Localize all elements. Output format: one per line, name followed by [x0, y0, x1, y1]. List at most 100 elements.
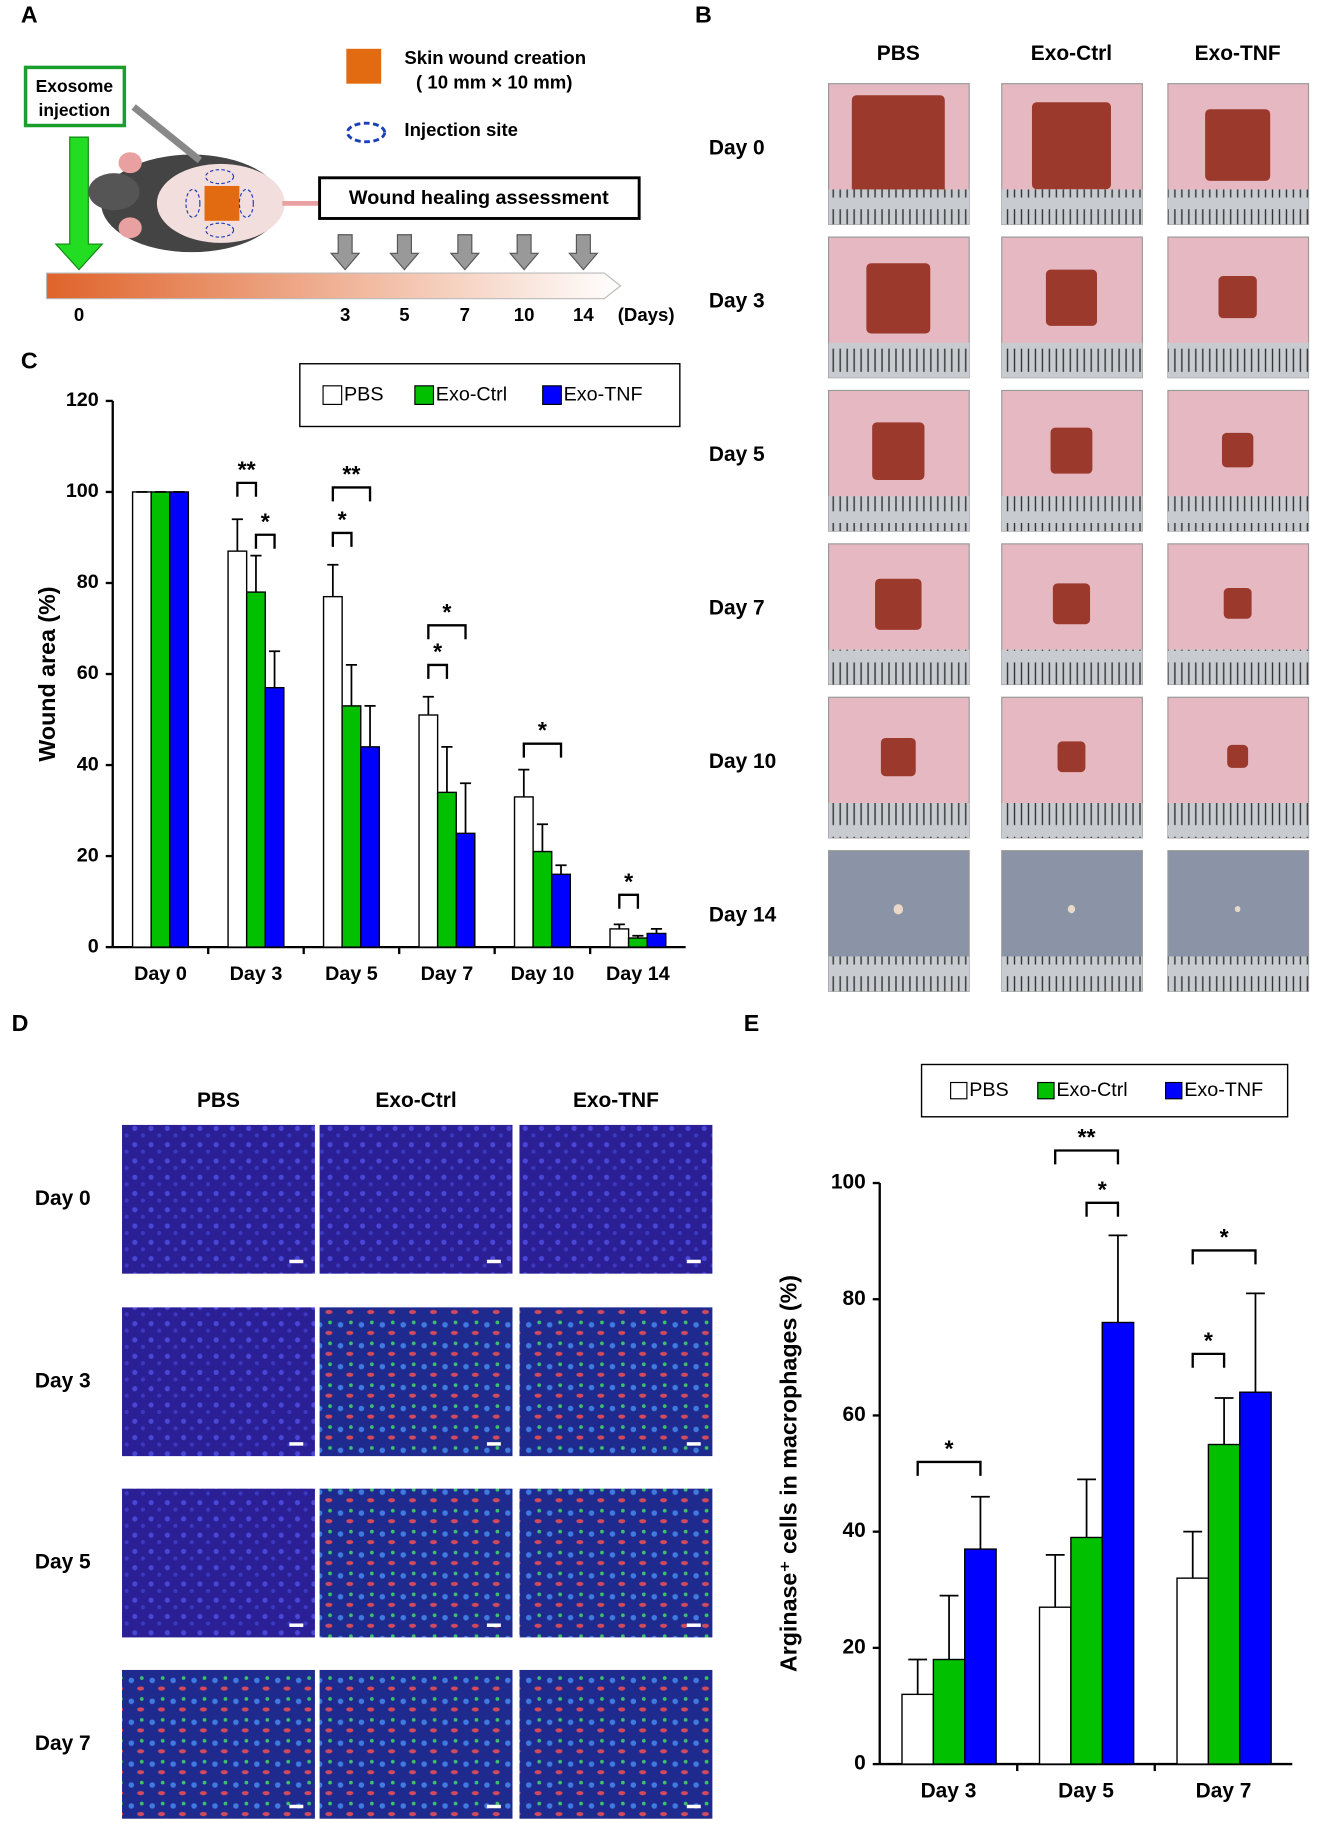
y-tick-label: 0 [854, 1752, 866, 1775]
panel-label: E [744, 1010, 760, 1036]
significance-bracket [427, 663, 449, 679]
legend-swatch [950, 1081, 968, 1100]
fluorescence-image [519, 1669, 713, 1819]
timeline-day: 5 [399, 304, 409, 325]
row-label: Day 14 [709, 903, 777, 926]
error-bar [613, 923, 625, 929]
significance-label: * [624, 868, 634, 894]
x-tick-label: Day 7 [1196, 1780, 1252, 1803]
scale-bar [686, 1259, 701, 1264]
injection-label: Exosome [36, 76, 114, 96]
fluorescence-image [519, 1124, 713, 1274]
significance-label: ** [342, 461, 361, 487]
ruler [828, 496, 970, 532]
column-label: PBS [197, 1089, 240, 1112]
bar [322, 595, 343, 948]
legend-swatch [1165, 1081, 1183, 1100]
significance-bracket [522, 742, 563, 758]
scale-bar [486, 1623, 501, 1627]
injection-site-legend: Injection site [404, 119, 518, 140]
bar [932, 1658, 966, 1765]
bar [532, 850, 553, 948]
error-bar [908, 1658, 928, 1695]
legend-swatch [1037, 1081, 1055, 1100]
significance-bracket [916, 1460, 982, 1476]
significance-label: * [261, 508, 271, 534]
row-label: Day 3 [35, 1369, 91, 1392]
error-bar [345, 664, 358, 706]
error-bar [364, 705, 376, 747]
ruler [1167, 956, 1309, 992]
scale-bar [289, 1804, 304, 1809]
fluorescence-image [122, 1307, 315, 1457]
fluorescence-image [519, 1488, 713, 1638]
ruler [1001, 342, 1143, 378]
bar [1038, 1606, 1072, 1765]
scale-bar [486, 1804, 501, 1809]
fluorescence-image [122, 1124, 315, 1274]
scale-bar [686, 1442, 701, 1446]
assessment-arrow [329, 234, 361, 271]
y-tick-label: 20 [843, 1635, 866, 1658]
row-label: Day 0 [35, 1187, 91, 1210]
error-bar [536, 823, 548, 852]
wound [1057, 741, 1086, 773]
wound [1227, 744, 1249, 768]
fluorescence-image [319, 1124, 513, 1274]
timeline-unit: (Days) [618, 304, 675, 325]
assessment-label: Wound healing assessment [349, 187, 609, 209]
ruler [1001, 189, 1143, 225]
ruler [1167, 496, 1309, 532]
error-bar [231, 518, 243, 552]
wound [851, 95, 945, 198]
column-label: PBS [877, 42, 920, 65]
wound [875, 578, 922, 630]
significance-bracket [1054, 1149, 1120, 1165]
panel-label: C [21, 348, 38, 374]
bar [245, 591, 266, 948]
wound [866, 263, 931, 334]
scale-bar [486, 1259, 501, 1264]
x-tick-label: Day 5 [325, 963, 378, 985]
legend-box [299, 363, 681, 428]
significance-bracket [1191, 1352, 1226, 1368]
bar [513, 796, 534, 948]
x-tick-label: Day 3 [921, 1780, 977, 1803]
bar [1239, 1391, 1272, 1765]
significance-label: * [338, 506, 348, 532]
bar [341, 705, 362, 948]
bar [609, 928, 630, 948]
column-label: Exo-Ctrl [375, 1089, 456, 1112]
bar [901, 1693, 935, 1765]
x-tick-label: Day 10 [511, 963, 575, 985]
bar [360, 746, 381, 948]
significance-bracket [331, 531, 353, 547]
assessment-arrow [449, 234, 481, 271]
legend-label: Exo-Ctrl [1056, 1079, 1127, 1101]
legend-label: PBS [969, 1079, 1009, 1101]
bar [455, 832, 476, 948]
y-tick-label: 0 [88, 935, 99, 957]
row-label: Day 3 [709, 290, 765, 313]
assessment-arrow [568, 234, 599, 271]
scale-bar [686, 1623, 701, 1627]
wound [893, 904, 903, 915]
row-label: Day 7 [709, 596, 765, 619]
error-bar [459, 782, 472, 834]
wound [1052, 583, 1091, 625]
scale-bar [289, 1623, 304, 1627]
row-label: Day 0 [709, 136, 765, 159]
y-tick-label: 80 [77, 571, 99, 593]
column-label: Exo-TNF [1195, 42, 1281, 65]
significance-label: * [442, 599, 452, 625]
error-bar [632, 934, 644, 939]
y-tick-label: 40 [843, 1519, 866, 1542]
timeline-day: 0 [74, 304, 84, 325]
error-bar [268, 650, 281, 688]
wound-legend: ( 10 mm × 10 mm) [416, 72, 572, 93]
significance-bracket [254, 533, 276, 549]
error-bar [555, 864, 567, 875]
error-bar [1045, 1554, 1065, 1608]
timeline-day: 14 [573, 304, 594, 325]
